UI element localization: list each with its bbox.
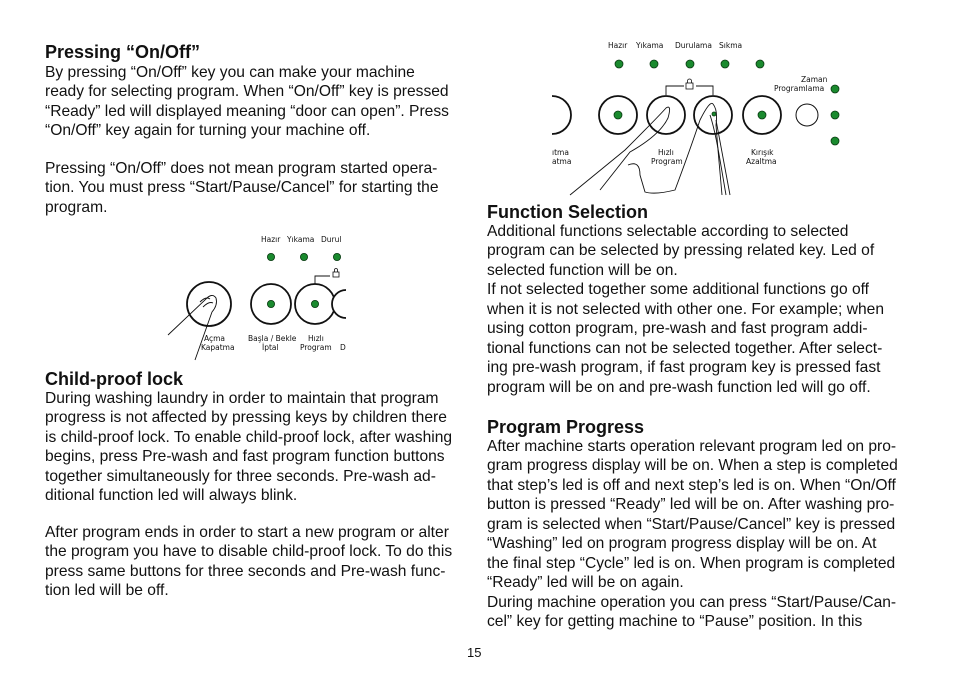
led (830, 84, 840, 94)
on-off-paragraph-2: Pressing “On/Off” does not mean program … (45, 159, 439, 217)
text-line: is child-proof lock. To enable child-pro… (45, 428, 453, 446)
button-label: D (340, 343, 346, 352)
lock-bracket (665, 85, 714, 95)
text-line: During washing laundry in order to maint… (45, 390, 439, 407)
text-line: together simultaneously for three second… (45, 467, 436, 485)
child-lock-paragraph-2: After program ends in order to start a n… (45, 523, 452, 601)
text-line: program. (45, 198, 108, 216)
text-line: that step’s led is off and next step’s l… (487, 476, 896, 494)
button-label: atma (552, 157, 571, 166)
lock-icon (685, 78, 694, 90)
text-line: tion led will be off. (45, 582, 169, 600)
led-ready (266, 252, 275, 261)
text-line: the program you have to disable child-pr… (45, 543, 453, 561)
button-label: Başla / Bekle (248, 334, 297, 343)
button-label: Program (651, 157, 683, 166)
text-line: ditional function led will always blink. (45, 487, 298, 505)
led (830, 136, 840, 146)
text-line: “Ready” led will displayed meaning “door… (45, 102, 449, 120)
led-spin (720, 59, 730, 69)
text-line: After program ends in order to start a n… (45, 524, 449, 541)
child-lock-paragraph-1: During washing laundry in order to maint… (45, 389, 452, 506)
text-line: During machine operation you can press “… (487, 593, 897, 611)
text-line: tional functions can not be selected tog… (487, 339, 883, 357)
led (613, 110, 623, 120)
led-rinse (332, 252, 341, 261)
button-label: Kapatma (201, 343, 235, 352)
led-label: Hazır (261, 235, 281, 244)
button-label: Açma (204, 334, 225, 343)
led (711, 111, 717, 117)
button-label: Azaltma (746, 157, 777, 166)
text-line: using cotton program, pre-wash and fast … (487, 320, 868, 338)
text-line: program will be on and pre-wash function… (487, 378, 871, 396)
heading-function-selection: Function Selection (487, 202, 649, 222)
text-line: tion. You must press “Start/Pause/Cancel… (45, 179, 439, 197)
text-line: ing pre-wash program, if fast program ke… (487, 359, 881, 377)
led-label: Yıkama (286, 235, 314, 244)
led (310, 299, 319, 308)
led (830, 110, 840, 120)
text-line: By pressing “On/Off” key you can make yo… (45, 64, 415, 81)
button-label: Hızlı (658, 148, 674, 157)
button-label: ıtma (552, 148, 569, 157)
partial-button (551, 95, 572, 135)
text-line: After machine starts operation relevant … (487, 438, 897, 455)
text-line: press same buttons for three seconds and… (45, 562, 446, 580)
led-label: Yıkama (635, 41, 663, 50)
function-selection-paragraph: Additional functions selectable accordin… (487, 222, 884, 397)
led-end (755, 59, 765, 69)
lock-icon (332, 268, 340, 278)
text-line: progress is not affected by pressing key… (45, 409, 447, 427)
partial-button (331, 289, 347, 319)
page-number: 15 (467, 645, 482, 660)
button-label: Program (300, 343, 332, 352)
text-line: “Ready” led will be on again. (487, 574, 684, 592)
text-line: “On/Off” key again for turning your mach… (45, 122, 371, 140)
timer-button[interactable] (795, 103, 819, 127)
led-washing (649, 59, 659, 69)
fast-program-button[interactable] (646, 95, 686, 135)
text-line: button is pressed “Ready” led will be on… (487, 496, 895, 514)
led-rinse (685, 59, 695, 69)
text-line: when it is not selected with other one. … (487, 300, 884, 318)
heading-child-lock: Child-proof lock (45, 369, 183, 389)
text-line: If not selected together some additional… (487, 281, 870, 299)
text-line: gram is selected when “Start/Pause/Cance… (487, 515, 896, 533)
button-label: Kırışık (751, 148, 774, 157)
on-off-button[interactable] (186, 281, 232, 327)
on-off-paragraph-1: By pressing “On/Off” key you can make yo… (45, 63, 449, 141)
text-line: Pressing “On/Off” does not mean program … (45, 160, 438, 177)
finger-icon (167, 295, 217, 361)
timer-label: Programlama (774, 84, 824, 93)
led-label: Durul (321, 235, 341, 244)
heading-on-off: Pressing “On/Off” (45, 42, 201, 62)
led (266, 299, 275, 308)
led-label: Hazır (608, 41, 628, 50)
text-line: “Washing” led on program progress displa… (487, 535, 877, 553)
led (757, 110, 767, 120)
text-line: cel” key for getting machine to “Pause” … (487, 613, 863, 631)
text-line: ready for selecting program. When “On/Of… (45, 83, 449, 101)
lock-bracket (314, 275, 330, 285)
text-line: program can be selected by pressing rela… (487, 242, 875, 260)
text-line: Additional functions selectable accordin… (487, 223, 849, 240)
led-label: Sıkma (719, 41, 742, 50)
text-line: gram progress display will be on. When a… (487, 457, 898, 475)
led-label: Durulama (675, 41, 712, 50)
text-line: selected function will be on. (487, 261, 678, 279)
led-ready (614, 59, 624, 69)
button-label: İptal (262, 343, 279, 352)
led-washing (299, 252, 308, 261)
fingers-icon (569, 102, 731, 196)
program-progress-paragraph: After machine starts operation relevant … (487, 437, 898, 632)
timer-label: Zaman (801, 75, 828, 84)
heading-program-progress: Program Progress (487, 417, 645, 437)
text-line: begins, press Pre-wash and fast program … (45, 448, 445, 466)
button-label: Hızlı (308, 334, 324, 343)
text-line: the final step “Cycle” led is on. When p… (487, 554, 896, 572)
